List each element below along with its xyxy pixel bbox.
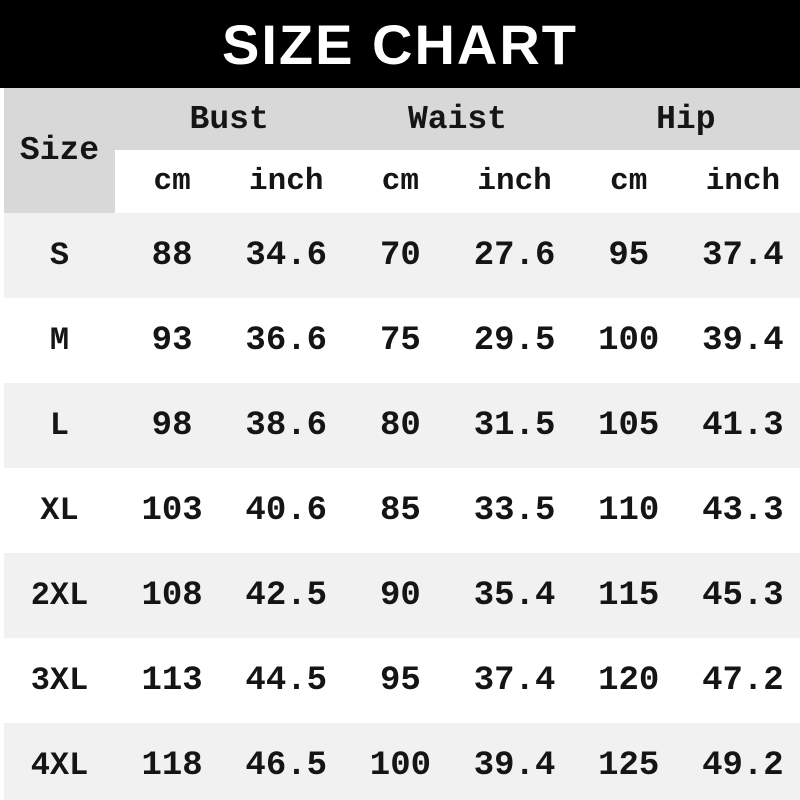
- table-cell: 110: [571, 468, 686, 553]
- table-cell: 80: [343, 383, 458, 468]
- row-label-s: S: [4, 213, 115, 298]
- table-cell: 75: [343, 298, 458, 383]
- table-cell: 46.5: [229, 723, 344, 800]
- table-cell: 85: [343, 468, 458, 553]
- table-cell: 95: [571, 213, 686, 298]
- row-label-l: L: [4, 383, 115, 468]
- table-cell: 44.5: [229, 638, 344, 723]
- table-cell: 45.3: [685, 553, 800, 638]
- unit-header-waist-inch: inch: [457, 150, 572, 213]
- size-column-header: Size: [4, 88, 115, 213]
- table-cell: 35.4: [457, 553, 572, 638]
- table-cell: 47.2: [685, 638, 800, 723]
- unit-header-hip-inch: inch: [685, 150, 800, 213]
- table-cell: 42.5: [229, 553, 344, 638]
- row-label-xl: XL: [4, 468, 115, 553]
- table-cell: 98: [115, 383, 230, 468]
- table-cell: 103: [115, 468, 230, 553]
- unit-header-hip-cm: cm: [571, 150, 686, 213]
- table-cell: 100: [571, 298, 686, 383]
- table-cell: 93: [115, 298, 230, 383]
- table-cell: 29.5: [457, 298, 572, 383]
- group-header-hip: Hip: [571, 88, 800, 150]
- row-label-4xl: 4XL: [4, 723, 115, 800]
- title-banner: SIZE CHART: [0, 0, 800, 88]
- unit-header-bust-cm: cm: [115, 150, 230, 213]
- table-cell: 38.6: [229, 383, 344, 468]
- table-cell: 70: [343, 213, 458, 298]
- table-cell: 27.6: [457, 213, 572, 298]
- table-cell: 43.3: [685, 468, 800, 553]
- row-label-2xl: 2XL: [4, 553, 115, 638]
- table-cell: 39.4: [685, 298, 800, 383]
- unit-header-bust-inch: inch: [229, 150, 344, 213]
- table-cell: 113: [115, 638, 230, 723]
- table-cell: 33.5: [457, 468, 572, 553]
- table-cell: 100: [343, 723, 458, 800]
- table-cell: 37.4: [685, 213, 800, 298]
- table-cell: 125: [571, 723, 686, 800]
- page-title: SIZE CHART: [222, 12, 578, 76]
- table-cell: 95: [343, 638, 458, 723]
- table-cell: 105: [571, 383, 686, 468]
- table-cell: 37.4: [457, 638, 572, 723]
- table-cell: 120: [571, 638, 686, 723]
- table-cell: 49.2: [685, 723, 800, 800]
- row-label-m: M: [4, 298, 115, 383]
- table-cell: 31.5: [457, 383, 572, 468]
- table-cell: 108: [115, 553, 230, 638]
- table-cell: 36.6: [229, 298, 344, 383]
- table-cell: 41.3: [685, 383, 800, 468]
- table-cell: 118: [115, 723, 230, 800]
- row-label-3xl: 3XL: [4, 638, 115, 723]
- table-cell: 40.6: [229, 468, 344, 553]
- unit-header-waist-cm: cm: [343, 150, 458, 213]
- table-cell: 39.4: [457, 723, 572, 800]
- group-header-bust: Bust: [115, 88, 344, 150]
- table-cell: 90: [343, 553, 458, 638]
- table-cell: 34.6: [229, 213, 344, 298]
- table-cell: 115: [571, 553, 686, 638]
- size-chart-table: Size Bust Waist Hip cm inch cm inch cm i…: [4, 88, 800, 800]
- table-cell: 88: [115, 213, 230, 298]
- group-header-waist: Waist: [343, 88, 572, 150]
